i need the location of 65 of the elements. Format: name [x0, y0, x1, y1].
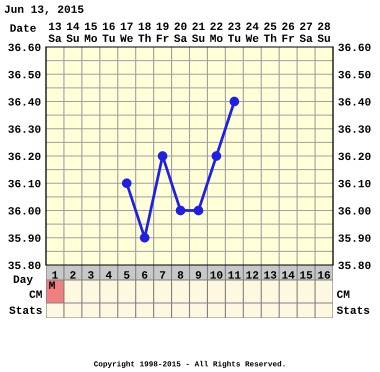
y2-tick-label: 36.60 — [338, 44, 371, 52]
y2-tick-label: 35.90 — [338, 234, 371, 242]
y-tick-label: 36.20 — [8, 152, 40, 160]
x-tick-label: 24 We — [246, 22, 259, 42]
x2-axis-title: Day — [14, 276, 33, 286]
x-tick-label: 17 We — [120, 22, 133, 42]
x2-tick-label: 6 — [142, 271, 148, 279]
x2-tick-label: 11 — [228, 271, 241, 279]
x-tick-label: 14 Su — [66, 22, 80, 42]
text: CM — [30, 290, 42, 298]
point — [140, 232, 150, 243]
x-tick-label: 25 Th — [264, 22, 276, 42]
x2-tick-label: 1 — [52, 271, 58, 279]
point — [122, 178, 132, 188]
point — [194, 206, 204, 216]
x2-tick-label: 14 — [282, 271, 294, 279]
x-axis-title: Date — [10, 24, 36, 32]
x2-tick-label: 7 — [160, 271, 166, 279]
x-tick-label: 23 Tu — [228, 22, 240, 42]
x2-tick-label: 12 — [246, 271, 258, 279]
y2-tick-label: 36.50 — [338, 70, 371, 78]
x2-tick-label: 8 — [178, 271, 184, 279]
x2-tick-label: 9 — [196, 271, 202, 279]
x-tick-label: 13 Sa — [48, 22, 62, 42]
y2-tick-label: 36.40 — [338, 98, 371, 106]
x-tick-label: 28 Su — [318, 22, 330, 42]
x2-tick-label: 13 — [264, 271, 276, 279]
x2-tick-label: 3 — [88, 271, 94, 279]
text: Stats — [9, 306, 42, 314]
y-tick-label: 36.60 — [8, 44, 40, 52]
x-tick-label: 18 Th — [138, 22, 151, 42]
y-tick-label: 36.50 — [8, 70, 40, 78]
x2-tick-label: 10 — [210, 271, 222, 279]
y-tick-label: 35.90 — [8, 234, 40, 242]
x2-tick-label: 16 — [318, 271, 330, 279]
x-tick-label: 19 Fr — [156, 22, 169, 42]
x-tick-label: 15 Mo — [84, 22, 98, 42]
x-tick-label: 27 Sa — [300, 22, 312, 42]
x-tick-label: 22 Mo — [210, 22, 223, 42]
x2-tick-label: 2 — [70, 271, 76, 279]
x-tick-label: 21 Su — [192, 22, 205, 42]
y2-tick-label: 35.80 — [338, 262, 371, 270]
point — [212, 151, 222, 161]
x2-tick-label: 4 — [106, 271, 112, 279]
y2-tick-label: 36.30 — [338, 125, 371, 133]
text: CM — [337, 290, 350, 298]
y-tick-label: 36.30 — [8, 125, 40, 133]
y-tick-label: 36.00 — [8, 207, 40, 215]
y2-tick-label: 36.00 — [338, 207, 371, 215]
y-tick-label: 36.10 — [8, 180, 40, 188]
text: Stats — [336, 306, 370, 314]
x-tick-label: 20 Sa — [174, 22, 187, 42]
x-tick-label: 26 Fr — [282, 22, 294, 42]
x2-tick-label: 5 — [124, 271, 130, 279]
y2-tick-label: 36.20 — [338, 152, 371, 160]
chart-title: Jun 13, 2015 — [4, 5, 84, 15]
y-tick-label: 35.80 — [8, 262, 40, 270]
y2-tick-label: 36.10 — [338, 180, 371, 188]
x-tick-label: 16 Tu — [102, 22, 115, 42]
point — [176, 206, 186, 216]
point — [229, 96, 240, 106]
y-tick-label: 36.40 — [8, 98, 40, 106]
point — [158, 151, 168, 161]
text: M — [49, 282, 55, 289]
x2-tick-label: 15 — [300, 271, 312, 279]
